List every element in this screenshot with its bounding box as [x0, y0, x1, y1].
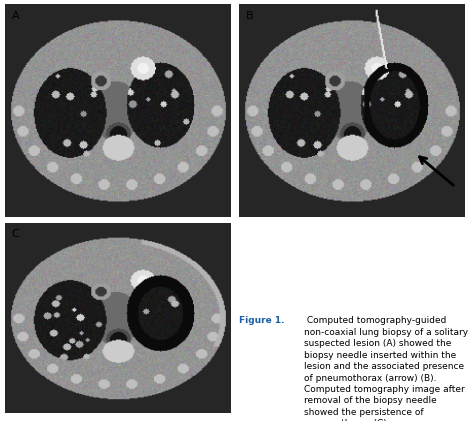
Text: B: B	[246, 11, 254, 21]
Text: C: C	[11, 229, 19, 239]
Text: A: A	[11, 11, 19, 21]
Text: Computed tomography-guided non-coaxial lung biopsy of a solitary suspected lesio: Computed tomography-guided non-coaxial l…	[303, 316, 468, 421]
Text: Figure 1.: Figure 1.	[239, 316, 285, 325]
